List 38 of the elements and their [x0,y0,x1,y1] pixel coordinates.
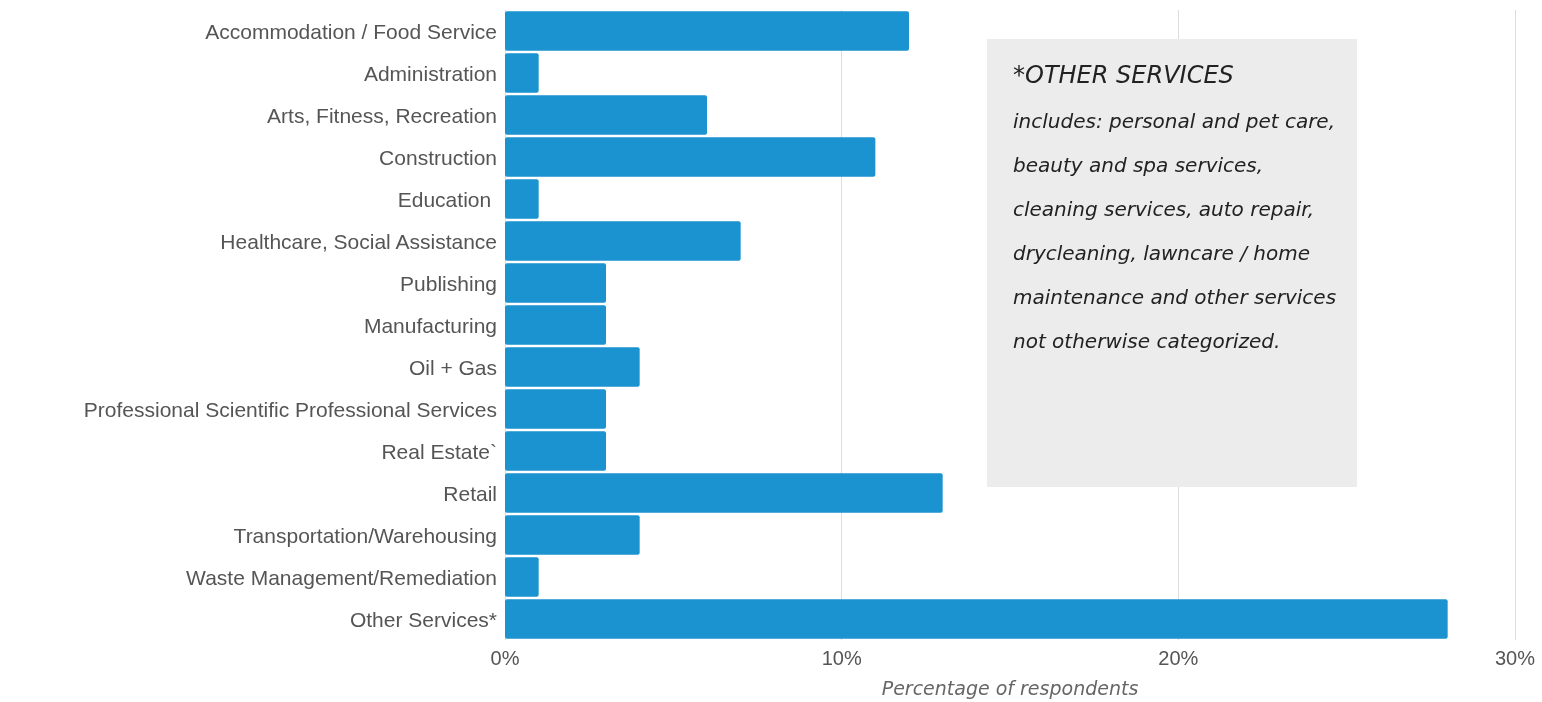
y-tick-label: Administration [363,61,497,85]
x-tick-label: 30% [1494,647,1536,669]
y-tick-label: Retail [443,481,497,505]
bar [505,515,640,555]
bar [505,221,741,261]
y-tick-label: Education [397,187,497,211]
y-tick-label: Publishing [400,271,497,295]
note-panel: *OTHER SERVICES includes: personal and pet care, beauty and spa services, cleaning services, auto repair, drycleaning, lawncare / home maintenance and other services not otherwise categorized. [987,39,1357,487]
y-tick-label: Manufacturing [363,313,497,337]
y-tick-label: Accommodation / Food Service [205,19,497,43]
y-tick-label: Healthcare, Social Assistance [220,229,497,253]
bar [505,389,606,429]
annotation: *OTHER SERVICES [1013,61,1235,89]
y-tick-label: Waste Management/Remediation [186,565,497,589]
bar [505,305,606,345]
bar [505,137,876,177]
bar [505,11,909,51]
bar [505,95,707,135]
bar [505,263,606,303]
annotation: includes: personal and pet care, beauty and spa services, cleaning services, auto repair, drycleaning, lawncare / home maintenance and other services not otherwise categorized. [1013,108,1337,355]
bar [505,53,539,93]
bar [505,179,539,219]
bar [505,431,606,471]
x-tick-label: 20% [1158,647,1199,669]
bar [505,347,640,387]
y-tick-label: Construction [379,145,497,169]
y-tick-label: Real Estate` [381,439,497,463]
y-tick-label: Other Services* [349,607,497,631]
x-tick-label: 0% [490,647,520,669]
x-tick-label: 10% [821,647,862,669]
x-axis-title: Percentage of respondents [881,676,1139,699]
y-tick-label: Oil + Gas [408,355,497,379]
bar [505,473,943,513]
y-tick-label: Transportation/Warehousing [233,523,497,547]
bar [505,557,539,597]
y-tick-label: Professional Scientific Professional Services [83,397,497,421]
y-tick-label: Arts, Fitness, Recreation [267,103,497,127]
bar [505,599,1448,639]
